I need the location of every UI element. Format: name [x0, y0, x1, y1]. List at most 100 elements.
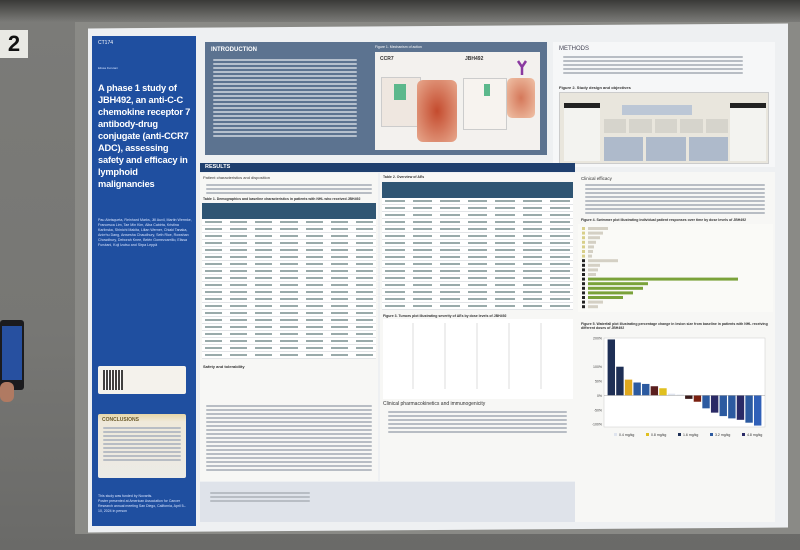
presenter: Elissa Furutani — [98, 66, 118, 70]
swimmer-bar — [588, 282, 648, 286]
swimmer-bar — [588, 263, 600, 267]
swimmer-dose-marker — [582, 305, 585, 309]
swimmer-dose-marker — [582, 277, 585, 281]
swimmer-dose-marker — [582, 254, 585, 258]
legend-label: 3.2 mg/kg — [715, 433, 730, 437]
swimmer-dose-marker — [582, 273, 585, 276]
waterfall-bar — [676, 394, 684, 396]
figure4-title: Figure 4. Swimmer plot illustrating indi… — [581, 218, 747, 222]
efficacy-heading: Clinical efficacy — [581, 176, 612, 181]
figure5-waterfall-plot: 200% 100% 50% 0% -50% -100% 0.4 mg/kg 0.8 mg/kg… — [592, 337, 766, 437]
figure3-ae-plot — [383, 319, 573, 399]
swimmer-bar — [588, 250, 593, 253]
y-tick-label: 0% — [597, 394, 602, 398]
qr-code-icon[interactable] — [103, 370, 123, 390]
waterfall-bar — [624, 379, 633, 396]
legend-swatch — [710, 433, 713, 436]
table1-title: Table 1. Demographics and baseline chara… — [203, 197, 361, 201]
waterfall-bar — [728, 395, 736, 419]
waterfall-bar — [753, 395, 762, 426]
y-tick-label: 200% — [593, 337, 602, 341]
legend-swatch — [742, 433, 745, 436]
methods-section: METHODS Figure 2. Study design and objec… — [553, 42, 775, 167]
swimmer-dose-marker — [582, 227, 585, 230]
results-heading: RESULTS — [200, 163, 575, 172]
legend-swatch — [614, 433, 617, 436]
figure3-background — [383, 319, 573, 399]
swimmer-bar — [588, 236, 600, 240]
swimmer-bar — [588, 305, 598, 309]
swimmer-bar — [588, 245, 594, 249]
legend-label: 1.6 mg/kg — [683, 433, 698, 437]
figure4-swimmer-plot — [578, 224, 773, 312]
conclusions-heading: CONCLUSIONS — [102, 417, 139, 423]
safety-heading: Safety and tolerability — [203, 364, 245, 369]
swimmer-bar — [588, 268, 598, 272]
author-list: Pau Abrisqueta, Reinhard Marks, Jill Auv… — [98, 218, 192, 247]
swimmer-bar — [588, 286, 643, 290]
swimmer-dose-marker — [582, 245, 585, 249]
figure2-study-design — [559, 92, 769, 164]
jbh492-label: JBH492 — [465, 56, 484, 62]
swimmer-dose-marker — [582, 259, 585, 263]
figure1-title: Figure 1. Mechanism of action — [375, 45, 422, 49]
figure1-mechanism: CCR7 JBH492 — [375, 52, 540, 150]
waterfall-bar — [659, 388, 667, 396]
y-tick-label: 50% — [595, 380, 602, 384]
y-tick-label: 100% — [593, 365, 602, 369]
cell-diagram — [381, 77, 421, 127]
references-footer — [200, 482, 575, 522]
funding-text: This study was funded by Novartis. — [98, 494, 153, 498]
results-left-column: Patient characteristics and disposition … — [200, 173, 378, 403]
swimmer-dose-marker — [582, 282, 585, 286]
moa-diagram — [463, 78, 507, 130]
figure2-title: Figure 2. Study design and objectives — [559, 85, 631, 90]
swimmer-bar — [588, 277, 738, 281]
waterfall-bar — [685, 395, 693, 399]
waterfall-bar — [642, 383, 650, 396]
waterfall-bar — [702, 395, 710, 409]
antibody-icon — [516, 60, 528, 75]
objectives-boxes — [604, 137, 728, 161]
adc-icon — [484, 84, 490, 96]
swimmer-bar — [588, 291, 633, 295]
waterfall-bar — [607, 339, 616, 396]
board-number: 2 — [0, 30, 28, 58]
swimmer-dose-marker — [582, 300, 585, 304]
legend-swatch — [678, 433, 681, 436]
waterfall-bar — [667, 393, 676, 396]
waterfall-bar — [633, 382, 641, 396]
results-middle-column: Table 2. Overview of AEs Figure 3. Tumor… — [380, 173, 575, 481]
swimmer-dose-marker — [582, 268, 585, 272]
tissue-illustration — [417, 80, 457, 142]
exclusion-criteria-box — [730, 103, 766, 161]
table2 — [382, 182, 573, 310]
swimmer-bar — [588, 259, 618, 263]
phone-screen — [2, 326, 22, 380]
swimmer-dose-marker — [582, 236, 585, 240]
legend-label: 0.4 mg/kg — [619, 433, 634, 437]
swimmer-bar — [588, 300, 603, 304]
swimmer-dose-marker — [582, 250, 585, 253]
receptor-icon — [394, 84, 406, 100]
table1-header — [202, 203, 376, 219]
waterfall-bar — [736, 395, 745, 420]
methods-heading: METHODS — [559, 46, 589, 52]
poster-title: A phase 1 study of JBH492, an anti-C-C c… — [98, 83, 191, 189]
y-tick-label: -100% — [592, 423, 602, 427]
introduction-section: INTRODUCTION Figure 1. Mechanism of acti… — [205, 42, 547, 155]
swimmer-bar — [588, 231, 603, 235]
safety-text — [200, 403, 378, 481]
swimmer-dose-marker — [582, 291, 585, 295]
swimmer-bar — [588, 227, 608, 230]
swimmer-dose-marker — [582, 286, 585, 290]
legend-label: 0.8 mg/kg — [651, 433, 666, 437]
swimmer-dose-marker — [582, 231, 585, 235]
table1 — [202, 203, 376, 359]
figure5-title: Figure 5. Waterfall plot illustrating pe… — [581, 322, 768, 330]
swimmer-bar — [588, 296, 623, 299]
waterfall-bar — [719, 395, 727, 417]
ccr7-label: CCR7 — [380, 56, 394, 62]
swimmer-dose-marker — [582, 263, 585, 267]
legend-swatch — [646, 433, 649, 436]
